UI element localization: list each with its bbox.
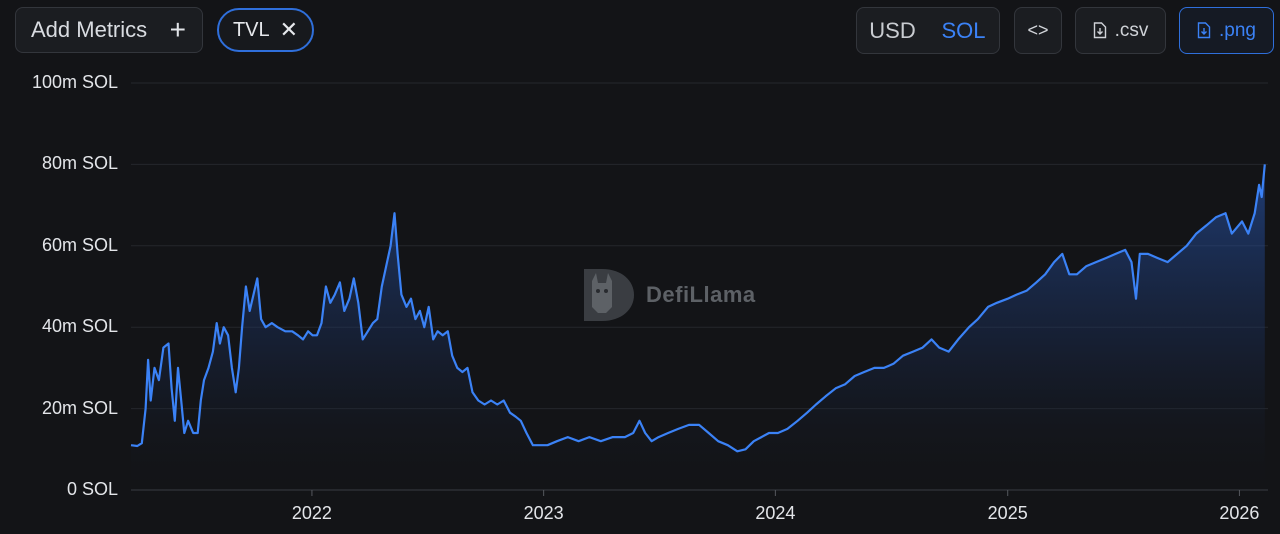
y-tick-label: 60m SOL [41,234,118,255]
y-tick-label: 20m SOL [41,397,118,418]
currency-toggle[interactable]: USD SOL [856,7,1000,54]
y-tick-label: 80m SOL [41,153,118,174]
y-tick-label: 100m SOL [31,72,118,92]
add-metrics-label: Add Metrics [31,17,148,42]
embed-button[interactable]: <> [1014,7,1062,54]
watermark-text: DefiLlama [646,282,756,307]
plus-icon: + [169,14,186,45]
tvl-line [130,164,1266,453]
x-tick-label: 2024 [755,503,796,523]
tvl-metric-chip[interactable]: TVL ✕ [217,8,314,52]
y-tick-label: 40m SOL [41,316,118,337]
x-tick-label: 2023 [523,503,564,523]
code-icon: <> [1027,20,1049,40]
tvl-area [131,164,1265,490]
csv-label: .csv [1114,19,1149,41]
add-metrics-button[interactable]: Add Metrics + [15,7,203,53]
defillama-watermark: DefiLlama [580,263,780,327]
llama-logo-icon [584,269,634,321]
close-icon[interactable]: ✕ [279,17,299,42]
download-png-button[interactable]: .png [1179,7,1274,54]
x-tick-label: 2026 [1219,503,1260,523]
png-label: .png [1219,19,1256,41]
download-csv-button[interactable]: .csv [1075,7,1166,54]
file-download-icon [1093,22,1106,39]
x-tick-label: 2022 [291,503,332,523]
y-tick-label: 0 SOL [66,479,118,499]
file-download-icon [1197,22,1211,39]
currency-usd-option[interactable]: USD [869,17,916,43]
metric-chip-label: TVL [232,18,270,41]
currency-sol-option[interactable]: SOL [941,17,986,43]
x-tick-label: 2025 [987,503,1028,523]
